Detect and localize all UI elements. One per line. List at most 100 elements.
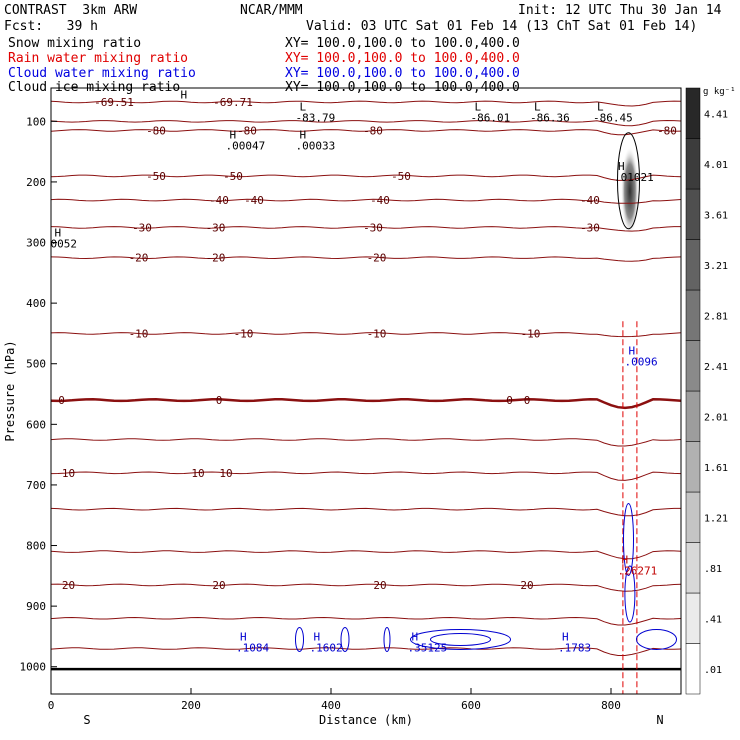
extremum-mark: H: [629, 345, 636, 358]
isotherm-label: 20: [62, 579, 75, 592]
y-tick-label: 1000: [20, 661, 47, 674]
isotherm-line: [50, 583, 682, 592]
isotherm-label: -30: [206, 221, 226, 234]
isotherm-label: 0: [524, 394, 531, 407]
isotherm-label: -10: [234, 327, 254, 340]
plot-frame: [50, 87, 682, 695]
isotherm-line: [50, 616, 682, 626]
south-label: S: [83, 713, 90, 727]
isotherm-label: -69.71: [213, 96, 253, 109]
colorbar-segment: [685, 390, 701, 442]
isotherm-label: -69.51: [94, 96, 134, 109]
isotherm-label: -40: [209, 194, 229, 207]
valid-time: Valid: 03 UTC Sat 01 Feb 14 (13 ChT Sat …: [306, 19, 698, 34]
field-cloudwater-xy: XY= 100.0,100.0 to 100.0,400.0: [285, 66, 520, 81]
isotherm-line: [50, 438, 682, 447]
field-cloudwater-name: Cloud water mixing ratio: [8, 66, 196, 81]
isotherm-label: -30: [132, 221, 152, 234]
forecast-hour: Fcst: 39 h: [4, 19, 98, 34]
x-axis-label: Distance (km): [319, 713, 413, 727]
colorbar-segment: [685, 340, 701, 392]
mixing-ratio-contours: [51, 132, 681, 694]
colorbar-label: .41: [704, 614, 722, 625]
isotherm-label: -10: [367, 327, 387, 340]
isotherm-label: -50: [391, 170, 411, 183]
y-axis-label: Pressure (hPa): [3, 340, 17, 441]
extremum-mark: H: [181, 88, 188, 101]
x-tick-label: 400: [321, 699, 341, 712]
isotherm-line: [50, 119, 682, 127]
isotherm-label: 20: [373, 579, 386, 592]
isotherm-label: -20: [206, 252, 226, 265]
colorbar-label: 2.81: [704, 311, 728, 322]
isotherm-label: -30: [580, 221, 600, 234]
extremum-value: -86.01: [471, 111, 511, 124]
cloud-ice-shade: [620, 146, 639, 237]
isotherm-label: -10: [129, 327, 149, 340]
extremum-value: .1783: [558, 642, 591, 655]
extremum-mark: H: [562, 631, 569, 644]
extremum-value: -86.36: [530, 111, 570, 124]
x-tick-label: 200: [181, 699, 201, 712]
colorbar-segment: [685, 491, 701, 543]
cloud-water-contour: [624, 565, 636, 623]
field-rain-name: Rain water mixing ratio: [8, 51, 189, 66]
colorbar-label: 4.01: [704, 160, 728, 171]
isotherm-label: -30: [363, 221, 383, 234]
isotherm-label: 0: [216, 394, 223, 407]
colorbar-segment: [685, 87, 701, 139]
isotherm-label: -10: [521, 327, 541, 340]
isotherm-line: [50, 174, 682, 181]
colorbar-segment: [685, 592, 701, 644]
cloud-water-contour: [340, 626, 350, 652]
colorbar-segment: [685, 138, 701, 190]
x-tick-label: 0: [48, 699, 55, 712]
y-tick-label: 100: [26, 115, 46, 128]
colorbar-segment: [685, 542, 701, 594]
north-label: N: [656, 713, 663, 727]
isotherm-label: -80: [363, 124, 383, 137]
isotherm-line: [50, 471, 682, 481]
extremum-value: .1084: [236, 642, 269, 655]
y-tick-label: 800: [26, 540, 46, 553]
extremum-mark: H: [412, 631, 419, 644]
isotherm-line: [50, 647, 682, 656]
extremum-mark: L: [300, 100, 307, 113]
colorbar-label: .81: [704, 564, 722, 575]
colorbar-label: 2.01: [704, 412, 728, 423]
isotherm-label: -80: [146, 124, 166, 137]
extremum-value: 0052: [51, 237, 78, 250]
extremum-mark: H: [622, 554, 629, 567]
x-tick-label: 600: [461, 699, 481, 712]
extremum-value: -86.45: [593, 111, 633, 124]
x-tick-label: 800: [601, 699, 621, 712]
extremum-value: -83.79: [296, 111, 336, 124]
y-tick-label: 300: [26, 237, 46, 250]
extremum-value: .01021: [614, 171, 654, 184]
cloud-water-contour: [383, 626, 391, 652]
field-snow-xy: XY= 100.0,100.0 to 100.0,400.0: [285, 36, 520, 51]
extremum-value: .00033: [296, 139, 336, 152]
colorbar-unit: g kg⁻¹: [703, 87, 736, 97]
field-snow-name: Snow mixing ratio: [8, 36, 142, 51]
isotherm-label: -40: [244, 194, 264, 207]
isotherm-line: [50, 100, 682, 107]
cloud-water-contour: [410, 628, 511, 650]
colorbar-segment: [685, 441, 701, 493]
colorbar-label: 2.41: [704, 362, 728, 373]
cloud-water-contour: [623, 502, 634, 576]
colorbar-label: 4.41: [704, 109, 728, 120]
extremum-value: .26271: [618, 565, 658, 578]
isotherm-label: -50: [223, 170, 243, 183]
extremum-mark: H: [618, 160, 625, 173]
cloud-water-contour: [430, 632, 491, 646]
model-title: CONTRAST 3km ARW: [4, 3, 138, 18]
snow-contour: [617, 132, 640, 230]
extremum-value: .00047: [226, 139, 266, 152]
extremum-mark: H: [230, 128, 237, 141]
y-tick-label: 900: [26, 600, 46, 613]
isotherm-label: -50: [146, 170, 166, 183]
contour-labels: -69.51 -69.71-80 -80 -80 -80-50 -50 -50-40 -40-…: [51, 88, 677, 654]
isotherm-label: 20: [520, 579, 533, 592]
init-time: Init: 12 UTC Thu 30 Jan 14: [518, 3, 722, 18]
